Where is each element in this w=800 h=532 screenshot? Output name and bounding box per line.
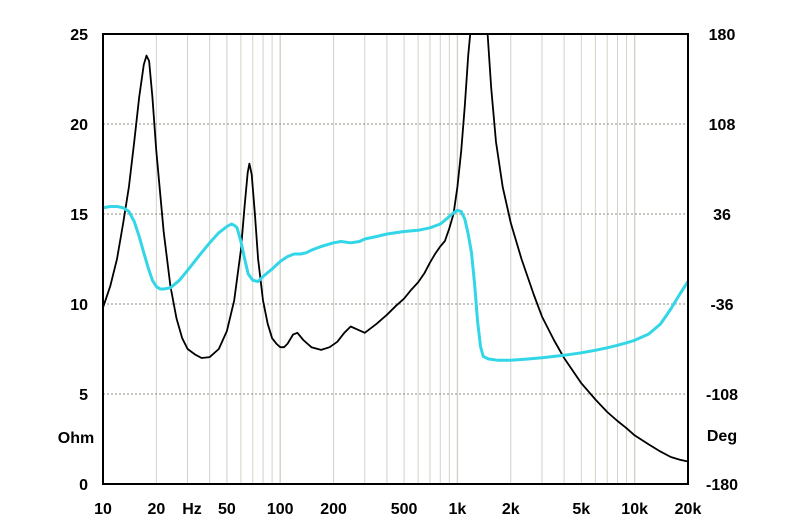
right-tick-label: 36 (713, 207, 731, 224)
phase-curve (103, 205, 688, 362)
left-axis-unit: Ohm (58, 430, 94, 447)
right-tick-label: -108 (706, 387, 738, 404)
impedance-curve (103, 34, 688, 463)
x-tick-label: 2k (502, 501, 520, 518)
x-tick-label: 20k (675, 501, 702, 518)
right-tick-label: -36 (710, 297, 733, 314)
right-tick-label: -180 (706, 477, 738, 494)
right-axis-unit: Deg (707, 428, 737, 445)
x-tick-label: 10k (621, 501, 648, 518)
x-tick-label: 20 (147, 501, 165, 518)
right-axis-ticks: -180 -108 -36 36 108 180 (706, 27, 738, 494)
left-tick-label: 10 (70, 297, 88, 314)
x-tick-label: 1k (449, 501, 467, 518)
left-tick-label: 15 (70, 207, 88, 224)
x-tick-label: 50 (218, 501, 236, 518)
x-axis-unit: Hz (182, 501, 202, 518)
left-axis-ticks: 0 5 10 15 20 25 (70, 27, 88, 494)
left-tick-label: 5 (79, 387, 88, 404)
x-axis-ticks: 10 20 50 100 200 500 1k 2k 5k 10k 20k (94, 501, 701, 518)
right-tick-label: 180 (709, 27, 736, 44)
x-tick-label: 10 (94, 501, 112, 518)
x-tick-label: 100 (267, 501, 294, 518)
left-tick-label: 25 (70, 27, 88, 44)
x-tick-label: 5k (572, 501, 590, 518)
plot-frame (102, 33, 689, 485)
x-tick-label: 500 (391, 501, 418, 518)
left-tick-label: 20 (70, 117, 88, 134)
grid (103, 34, 688, 484)
left-tick-label: 0 (79, 477, 88, 494)
curves (103, 34, 688, 463)
x-tick-label: 200 (320, 501, 347, 518)
right-tick-label: 108 (709, 117, 736, 134)
